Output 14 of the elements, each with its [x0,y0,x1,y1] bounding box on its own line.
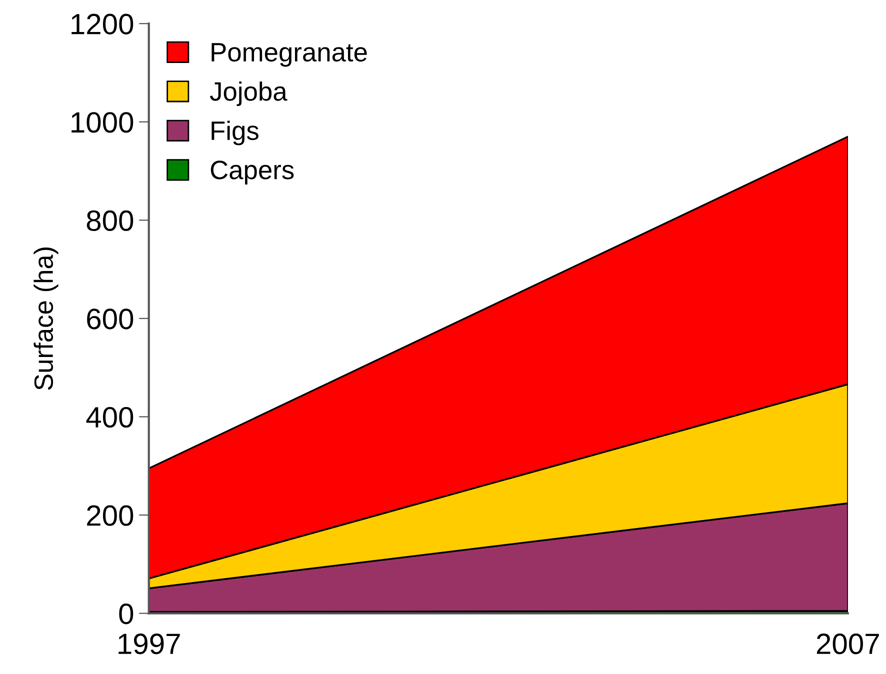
x-tick-label: 1997 [118,634,180,654]
y-tick-label: 400 [86,406,134,428]
y-tick-label: 0 [119,604,134,624]
y-tick-label: 800 [86,210,134,232]
y-axis-title: Surface (ha) [34,247,58,390]
legend-label: Capers [210,160,294,185]
x-tick-label: 2007 [816,634,879,654]
legend-label: Pomegranate [212,43,367,67]
y-tick-label: 1200 [72,14,134,34]
y-tick-label: 200 [87,505,134,526]
y-tick-label: 1000 [72,112,134,133]
y-tick-label: 600 [87,308,134,330]
legend-label: Figs [212,120,258,146]
legend-label: Jojoba [210,81,288,106]
